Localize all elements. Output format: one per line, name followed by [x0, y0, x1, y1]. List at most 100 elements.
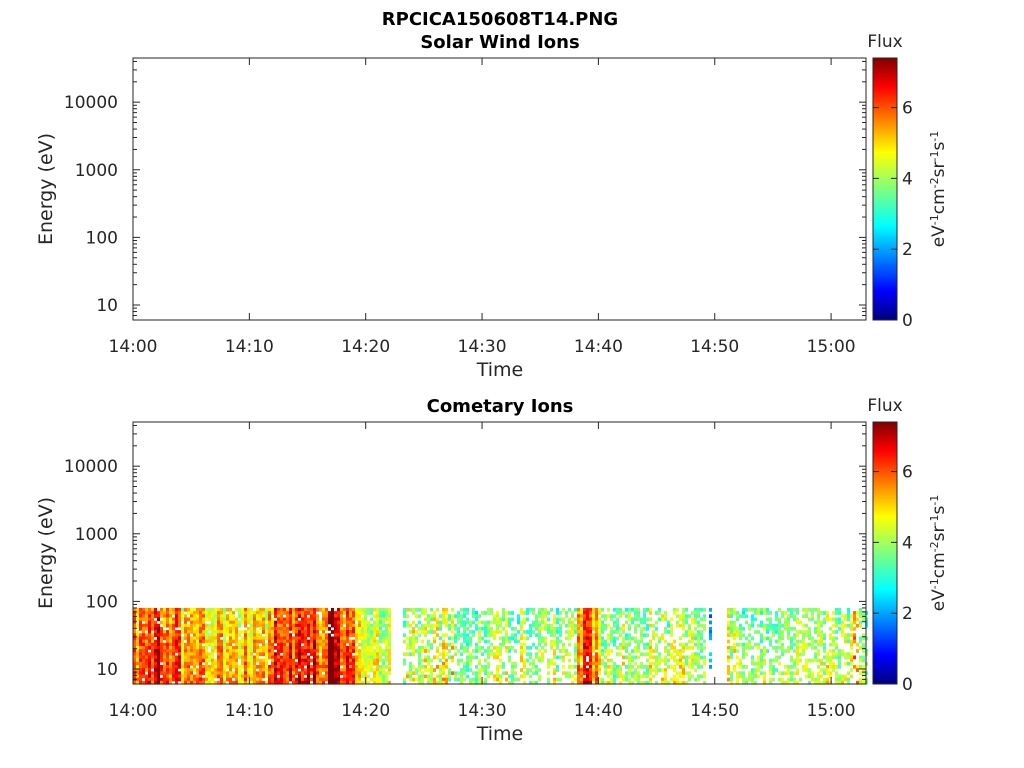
flux-cell	[163, 677, 166, 682]
flux-cell	[634, 671, 637, 676]
flux-cell	[796, 645, 799, 650]
flux-cell	[736, 614, 739, 619]
flux-cell	[520, 668, 523, 672]
flux-cell	[643, 642, 646, 647]
flux-cell	[835, 671, 838, 676]
flux-cell	[754, 611, 757, 615]
flux-cell	[619, 664, 622, 669]
flux-cell	[406, 623, 409, 628]
flux-cell	[418, 633, 421, 638]
flux-cell	[481, 652, 484, 657]
flux-cell	[205, 617, 208, 622]
flux-cell	[235, 664, 238, 669]
flux-cell	[379, 668, 382, 672]
flux-cell	[208, 617, 211, 622]
flux-cell	[802, 649, 805, 653]
flux-cell	[538, 658, 541, 663]
flux-cell	[271, 649, 274, 653]
flux-cell	[541, 658, 544, 663]
flux-cell	[136, 680, 139, 685]
flux-cell	[388, 658, 391, 663]
flux-cell	[760, 633, 763, 638]
flux-cell	[646, 680, 649, 685]
flux-cell	[337, 661, 340, 666]
flux-cell	[232, 652, 235, 657]
flux-cell	[409, 671, 412, 676]
flux-cell	[190, 630, 193, 634]
flux-cell	[679, 623, 682, 628]
flux-cell	[466, 639, 469, 644]
flux-cell	[172, 642, 175, 647]
flux-cell	[541, 645, 544, 650]
flux-cell	[430, 680, 433, 685]
flux-cell	[856, 649, 859, 653]
flux-cell	[808, 617, 811, 622]
flux-cell	[538, 642, 541, 647]
flux-cell	[184, 633, 187, 638]
flux-cell	[682, 620, 685, 625]
flux-cell	[424, 633, 427, 638]
flux-cell	[301, 617, 304, 622]
flux-cell	[313, 652, 316, 657]
flux-cell	[283, 668, 286, 672]
flux-cell	[238, 674, 241, 679]
flux-cell	[253, 645, 256, 650]
flux-cell	[349, 671, 352, 676]
flux-cell	[154, 623, 157, 628]
flux-cell	[139, 661, 142, 666]
flux-cell	[196, 661, 199, 666]
flux-cell	[727, 626, 730, 631]
flux-cell	[268, 639, 271, 644]
flux-cell	[337, 674, 340, 679]
flux-cell	[580, 636, 583, 641]
flux-cell	[208, 655, 211, 660]
flux-cell	[628, 636, 631, 641]
flux-cell	[670, 617, 673, 622]
flux-cell	[187, 677, 190, 682]
flux-cell	[358, 655, 361, 660]
flux-cell	[421, 658, 424, 663]
flux-cell	[679, 661, 682, 666]
flux-cell	[217, 611, 220, 615]
colorbar-tick-label: 4	[902, 533, 913, 553]
flux-cell	[370, 645, 373, 650]
flux-cell	[226, 614, 229, 619]
flux-cell	[217, 661, 220, 666]
flux-cell	[535, 617, 538, 622]
flux-cell	[859, 655, 862, 660]
flux-cell	[232, 633, 235, 638]
flux-cell	[649, 649, 652, 653]
flux-cell	[676, 652, 679, 657]
flux-cell	[817, 664, 820, 669]
flux-cell	[205, 630, 208, 634]
flux-cell	[259, 633, 262, 638]
flux-cell	[475, 677, 478, 682]
flux-cell	[280, 626, 283, 631]
flux-cell	[535, 614, 538, 619]
flux-cell	[298, 658, 301, 663]
flux-cell	[520, 623, 523, 628]
flux-cell	[577, 642, 580, 647]
flux-cell	[190, 677, 193, 682]
flux-cell	[517, 639, 520, 644]
flux-cell	[157, 614, 160, 619]
flux-cell	[271, 636, 274, 641]
flux-cell	[256, 649, 259, 653]
flux-cell	[172, 645, 175, 650]
flux-cell	[166, 639, 169, 644]
flux-cell	[649, 664, 652, 669]
flux-cell	[325, 677, 328, 682]
flux-cell	[643, 652, 646, 657]
flux-cell	[769, 671, 772, 676]
flux-cell	[661, 658, 664, 663]
flux-cell	[613, 607, 616, 612]
flux-cell	[322, 607, 325, 612]
flux-cell	[646, 607, 649, 612]
flux-cell	[232, 626, 235, 631]
flux-cell	[787, 607, 790, 612]
flux-cell	[781, 623, 784, 628]
flux-cell	[631, 674, 634, 679]
flux-cell	[139, 655, 142, 660]
flux-cell	[862, 611, 865, 615]
flux-cell	[742, 642, 745, 647]
